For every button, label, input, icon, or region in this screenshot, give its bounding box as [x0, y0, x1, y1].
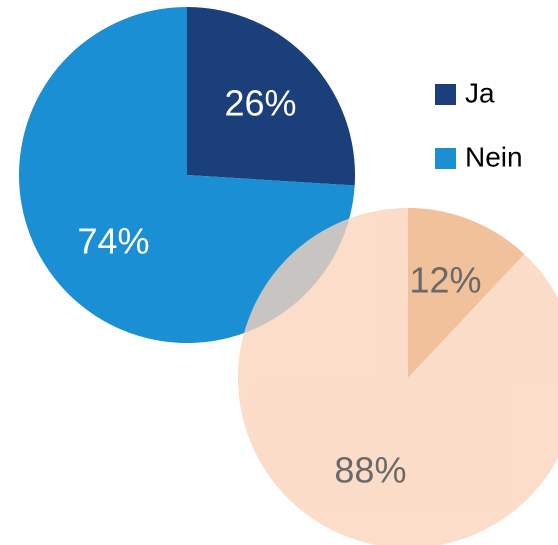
- pie: 12% 88%: [238, 208, 558, 545]
- legend-label: Nein: [465, 141, 523, 172]
- data-label: 26%: [224, 83, 296, 124]
- pie-slice: [18, 7, 355, 343]
- data-label: 74%: [77, 221, 149, 262]
- pie-slice: [238, 208, 558, 545]
- pie-slice: [187, 7, 355, 186]
- legend-label: Ja: [465, 77, 495, 108]
- data-label: 12%: [410, 260, 482, 301]
- legend-swatch: [435, 148, 456, 169]
- data-label: 88%: [334, 449, 406, 490]
- pie-slice: [408, 208, 525, 378]
- legend-swatch: [435, 84, 456, 105]
- pie: 26% 74%: [18, 7, 355, 343]
